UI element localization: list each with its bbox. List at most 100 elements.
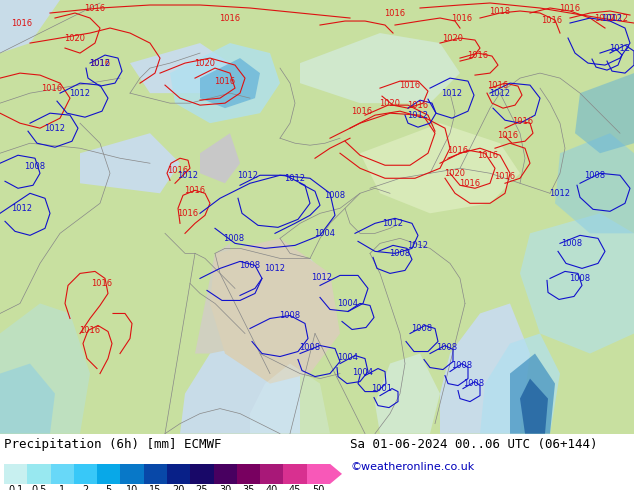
Text: 1016: 1016 (89, 59, 110, 68)
Text: 1012: 1012 (70, 89, 91, 98)
Text: 1001: 1001 (372, 384, 392, 393)
Text: 1008: 1008 (569, 274, 590, 283)
Bar (27, 464, 51, 484)
Text: 1012: 1012 (311, 273, 332, 282)
Polygon shape (480, 334, 560, 434)
Polygon shape (260, 258, 330, 303)
Text: 1008: 1008 (223, 234, 245, 243)
Text: 1016: 1016 (467, 50, 489, 60)
Text: 1012: 1012 (408, 111, 429, 120)
Text: 1020: 1020 (195, 59, 216, 68)
Text: 0.5: 0.5 (31, 485, 47, 490)
Polygon shape (170, 43, 280, 123)
Text: 1008: 1008 (389, 249, 411, 258)
Text: 1020: 1020 (444, 169, 465, 178)
Polygon shape (250, 364, 330, 434)
Polygon shape (195, 244, 235, 353)
Text: 1016: 1016 (184, 186, 205, 195)
Text: 1012: 1012 (178, 171, 198, 180)
Text: 1004: 1004 (314, 229, 335, 238)
Text: 1012: 1012 (11, 204, 32, 213)
Text: 20: 20 (172, 485, 185, 490)
Polygon shape (180, 343, 300, 434)
Text: 1012: 1012 (44, 123, 65, 133)
Polygon shape (0, 364, 55, 434)
Bar (4, 464, 27, 484)
Text: 1012: 1012 (489, 89, 510, 98)
Text: 1008: 1008 (451, 361, 472, 370)
Text: 1012: 1012 (264, 264, 285, 273)
Text: 1016: 1016 (219, 14, 240, 23)
Text: 1008: 1008 (325, 191, 346, 200)
Text: 1020: 1020 (65, 33, 86, 43)
Text: 1008: 1008 (562, 239, 583, 248)
Text: 1016: 1016 (41, 84, 63, 93)
Text: 1012: 1012 (550, 189, 571, 198)
Text: 1016: 1016 (91, 279, 113, 288)
Text: Sa 01-06-2024 00..06 UTC (06+144): Sa 01-06-2024 00..06 UTC (06+144) (350, 438, 597, 451)
Text: 1016: 1016 (451, 14, 472, 23)
Bar (190, 464, 214, 484)
Text: 1020: 1020 (443, 33, 463, 43)
Bar (307, 464, 330, 484)
Bar (144, 464, 167, 484)
Text: 5: 5 (106, 485, 112, 490)
Text: 30: 30 (219, 485, 231, 490)
Polygon shape (330, 464, 342, 484)
Text: 1012: 1012 (89, 59, 110, 68)
Text: 25: 25 (196, 485, 208, 490)
Polygon shape (375, 353, 440, 434)
Text: 1016: 1016 (351, 107, 373, 116)
Text: 0.1: 0.1 (8, 485, 23, 490)
Text: 1012: 1012 (408, 241, 429, 250)
Text: 1016: 1016 (448, 146, 469, 155)
Text: 1016: 1016 (214, 76, 236, 86)
Text: Precipitation (6h) [mm] ECMWF: Precipitation (6h) [mm] ECMWF (4, 438, 221, 451)
Text: 1016: 1016 (495, 172, 515, 181)
Text: 1012: 1012 (285, 174, 306, 183)
Text: 35: 35 (242, 485, 255, 490)
Text: 1012: 1012 (382, 219, 403, 228)
Polygon shape (200, 58, 260, 108)
Text: 1008: 1008 (436, 343, 458, 352)
Text: 1016: 1016 (399, 81, 420, 90)
Text: ©weatheronline.co.uk: ©weatheronline.co.uk (350, 462, 474, 472)
Text: 1018: 1018 (489, 6, 510, 16)
Text: 1004: 1004 (353, 368, 373, 377)
Polygon shape (0, 0, 60, 53)
Text: 1016: 1016 (178, 209, 198, 218)
Polygon shape (555, 133, 634, 233)
Text: 1: 1 (59, 485, 65, 490)
Text: 1012: 1012 (238, 171, 259, 180)
Text: 1016: 1016 (512, 117, 534, 125)
Polygon shape (520, 213, 634, 353)
Text: 1008: 1008 (585, 171, 605, 180)
Polygon shape (0, 303, 90, 434)
Polygon shape (80, 133, 180, 193)
Text: 1016: 1016 (488, 81, 508, 90)
Text: 1008: 1008 (463, 379, 484, 388)
Polygon shape (575, 73, 634, 153)
Text: 1004: 1004 (337, 353, 358, 362)
Text: 1016: 1016 (498, 131, 519, 140)
Text: 50: 50 (312, 485, 325, 490)
Polygon shape (300, 33, 460, 103)
Text: 40: 40 (266, 485, 278, 490)
Text: 1008: 1008 (299, 343, 321, 352)
Text: 1016: 1016 (167, 166, 188, 175)
Text: 1012: 1012 (607, 14, 628, 23)
Text: 1012: 1012 (595, 14, 616, 23)
Text: 1016: 1016 (11, 19, 32, 27)
Bar (237, 464, 260, 484)
Polygon shape (130, 43, 230, 93)
Bar (51, 464, 74, 484)
Text: 1016: 1016 (384, 8, 406, 18)
Bar (167, 464, 190, 484)
Bar (120, 464, 144, 484)
Text: 1008: 1008 (240, 261, 261, 270)
Bar (260, 464, 283, 484)
Text: 1016: 1016 (79, 326, 101, 335)
Polygon shape (510, 353, 555, 434)
Text: 1016: 1016 (408, 100, 429, 110)
Text: 1016: 1016 (84, 3, 106, 13)
